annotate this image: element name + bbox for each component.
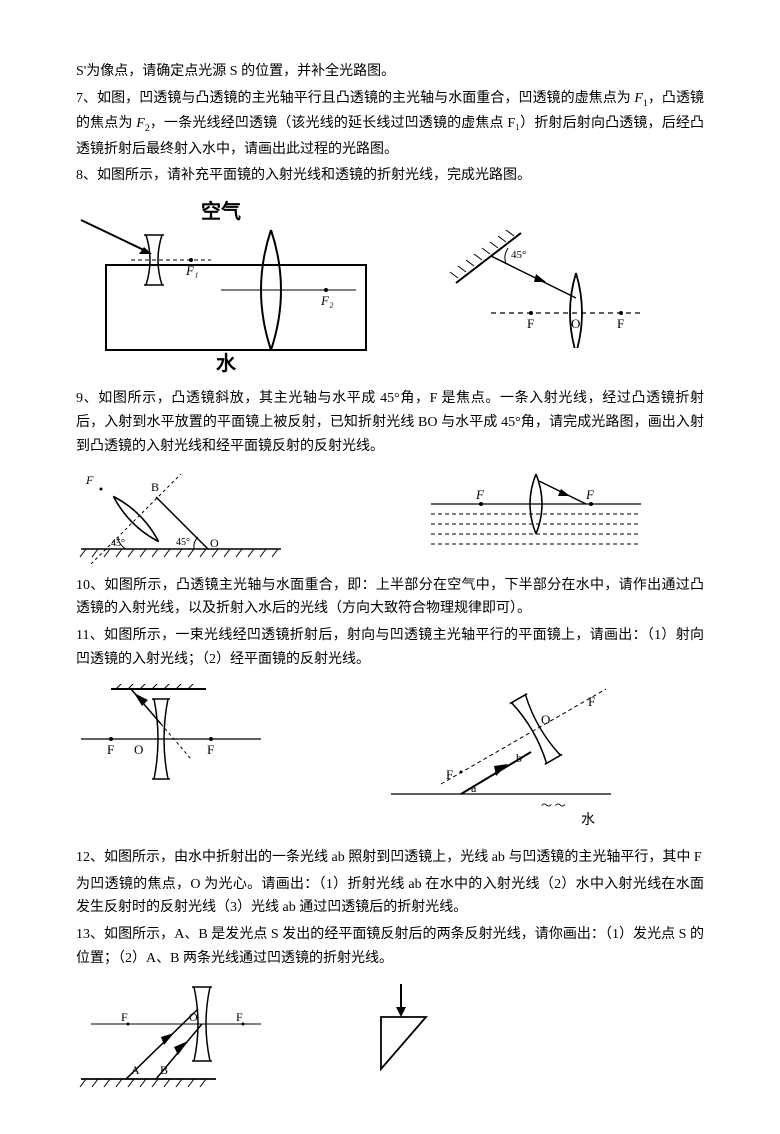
label-B-q9: B (151, 480, 159, 494)
label-45b-q9: 45° (176, 537, 190, 548)
F2-dot (324, 288, 328, 292)
mirror-hatch-q9 (80, 549, 278, 557)
fig-q7: 空气 水 F₁ F₂ (76, 200, 376, 375)
q7-F2: F (136, 116, 145, 131)
axis-q12 (441, 689, 606, 784)
label-F-left-q8: F (527, 316, 534, 331)
q8: 8、如图所示，请补充平面镜的入射光线和透镜的折射光线，完成光路图。 (76, 164, 704, 188)
q7-text-a: 7、如图，凹透镜与凸透镜的主光轴平行且凸透镜的主光轴与水面重合，凹透镜的虚焦点为 (76, 91, 631, 106)
q-intro: S'为像点，请确定点光源 S 的位置，并补全光路图。 (76, 60, 704, 84)
q13: 13、如图所示，A、B 是发光点 S 发出的经平面镜反射后的两条反射光线，请你画… (76, 923, 704, 971)
F-right-q10 (589, 502, 593, 506)
ray-arrow-q11 (134, 693, 148, 706)
label-F-right-q11: F (207, 742, 214, 757)
label-water-q12: 水 (581, 812, 595, 828)
water-marks: ～ ～ (541, 800, 566, 812)
label-F-left-q13: F (121, 1010, 128, 1024)
fig-q11: F O F (76, 684, 266, 794)
incoming-ray (81, 220, 148, 252)
label-F1: F₁ (185, 263, 198, 278)
label-air: 空气 (201, 200, 241, 223)
label-A-q13: A (131, 1063, 140, 1077)
label-F-left-q10: F (475, 487, 485, 502)
fig-q12: ～ ～ 水 F O F a b (386, 684, 616, 834)
q9: 9、如图所示，凸透镜斜放，其主光轴与水平成 45°角，F 是焦点。一条入射光线，… (76, 387, 704, 458)
down-arrow (396, 1007, 406, 1017)
label-F-left-q11: F (107, 742, 114, 757)
label-F-right-q13: F (236, 1010, 243, 1024)
F-left-q8 (529, 311, 533, 315)
label-F-right-q10: F (585, 487, 595, 502)
fig-row-q13: F O F A B (76, 979, 704, 1094)
q7: 7、如图，凹透镜与凸透镜的主光轴平行且凸透镜的主光轴与水面重合，凹透镜的虚焦点为… (76, 87, 704, 162)
F-dot-q9 (100, 487, 103, 490)
label-a: a (471, 781, 477, 795)
label-O-q11: O (134, 742, 143, 757)
label-F-q12: F (446, 767, 453, 782)
F-left-q10 (479, 502, 483, 506)
fig-q8: 45° F F O (436, 228, 646, 348)
label-O-q9: O (210, 536, 219, 550)
q12b: 为凹透镜的焦点，O 为光心。请画出：（1）折射光线 ab 在水中的入射光线（2）… (76, 873, 704, 921)
F-right-q8 (619, 311, 623, 315)
label-B-q13: B (160, 1063, 168, 1077)
fig-q10: F F (426, 469, 646, 549)
F-left-q11 (109, 737, 113, 741)
axis-q9 (91, 474, 181, 564)
q7-F1: F (634, 91, 643, 106)
label-F2: F₂ (320, 293, 334, 308)
fig-row-q9-q10: F B 45° 45° O F F (76, 469, 704, 564)
ray-arrow (534, 274, 546, 282)
label-45a-q9: 45° (111, 538, 125, 549)
fig-q13: F O F A B (76, 979, 266, 1094)
label-O-q12: O (541, 712, 550, 727)
mirror-hatch-q13 (80, 1079, 206, 1087)
label-F-q9: F (85, 473, 94, 487)
ray-B-arrow (174, 1041, 188, 1055)
label-F2-q12: F (588, 694, 595, 709)
label-water: 水 (216, 352, 237, 375)
F-right-q11 (209, 737, 213, 741)
fig-row-q7-q8: 空气 水 F₁ F₂ (76, 200, 704, 375)
q7-text-c: ，一条光线经凹透镜（该光线的延长线过凹透镜的虚焦点 F₁）折射后射向凸透镜，后经… (76, 116, 704, 156)
angle-arc (505, 248, 508, 264)
ray-ab-arrow (494, 764, 508, 776)
fig-q9: F B 45° 45° O (76, 469, 286, 564)
ray-ext-q11 (161, 724, 191, 759)
q12a: 12、如图所示，由水中折射出的一条光线 ab 照射到凹透镜上，光线 ab 与凹透… (76, 846, 704, 870)
fig-row-q11-q12: F O F ～ ～ 水 F O F a b (76, 684, 704, 834)
label-45-q8: 45° (511, 249, 526, 261)
F1-dot (189, 258, 193, 262)
q10: 10、如图所示，凸透镜主光轴与水面重合，即：上半部分在空气中，下半部分在水中，请… (76, 574, 704, 622)
F-dot-q12 (460, 770, 463, 773)
label-F-right-q8: F (617, 316, 624, 331)
q11: 11、如图所示，一束光线经凹透镜折射后，射向与凹透镜主光轴平行的平面镜上，请画出… (76, 624, 704, 672)
label-O-q8: O (571, 316, 580, 331)
ray-to-lens (491, 256, 576, 298)
fig-aux (346, 979, 456, 1079)
convex-lens-q8 (570, 273, 582, 348)
prism (381, 1017, 426, 1069)
label-b: b (516, 751, 522, 765)
refracted-arrow-q10 (558, 489, 570, 496)
